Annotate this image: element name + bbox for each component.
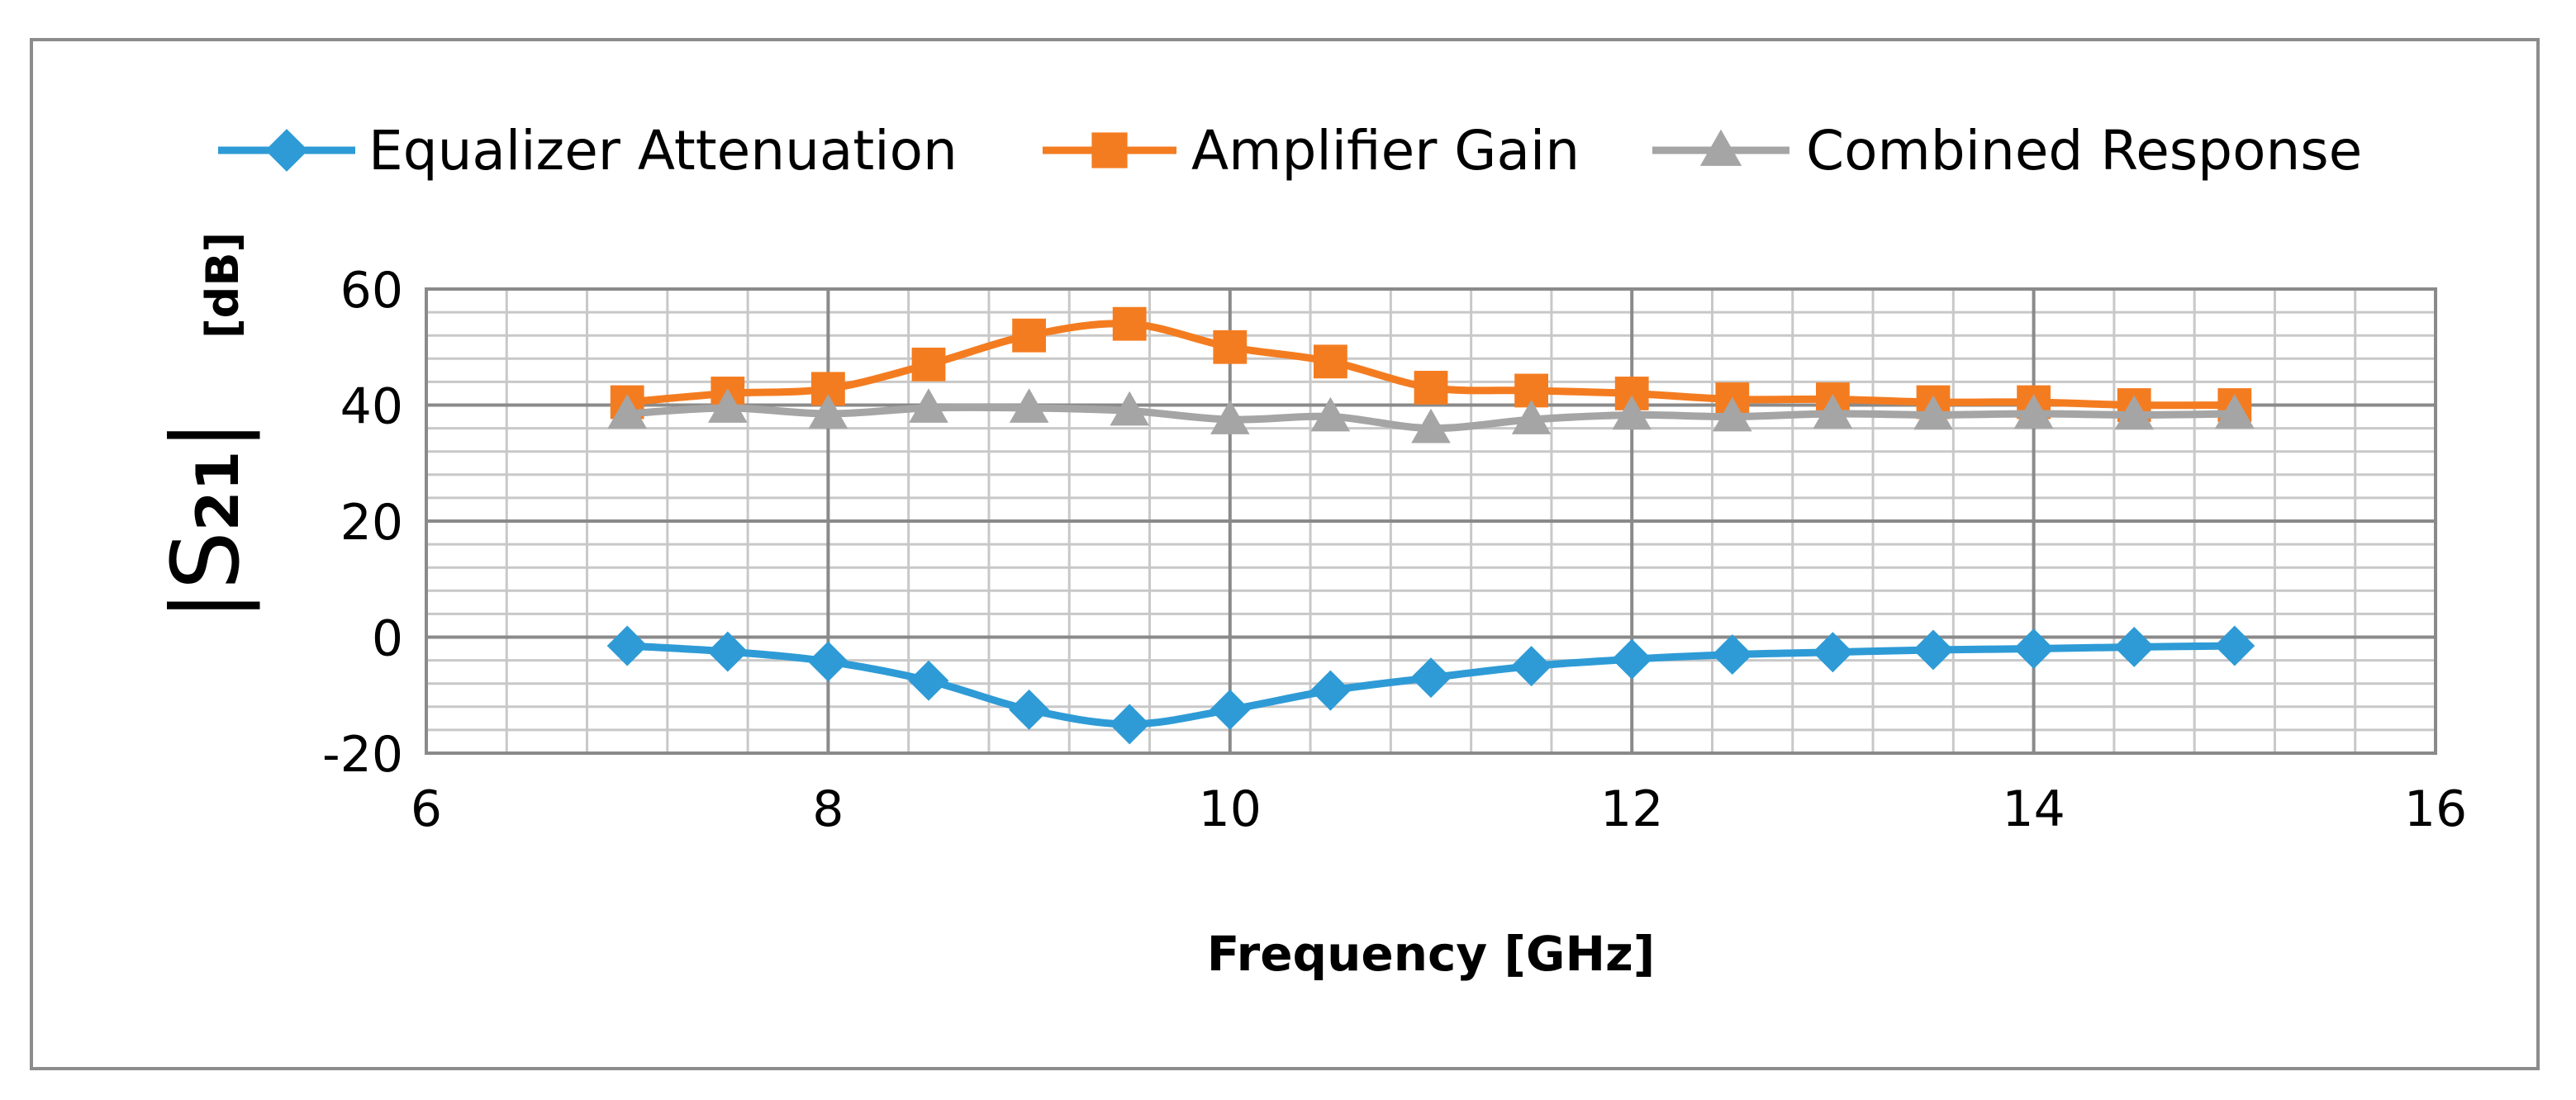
y-axis-label-bar-left: | (153, 590, 260, 621)
x-tick-label: 6 (411, 780, 442, 838)
combined-response-point (2114, 395, 2154, 430)
equalizer-attenuation-point (2113, 626, 2155, 667)
legend-marker-amplifier-gain (1091, 132, 1128, 168)
equalizer-attenuation-point (707, 631, 749, 672)
chart-frame (30, 38, 2540, 1070)
combined-response-point (1913, 395, 1953, 430)
y-axis-label-unit: [dB] (197, 232, 249, 339)
x-tick-label: 8 (812, 780, 844, 838)
y-axis-label-text: |S21| (153, 420, 260, 621)
combined-response-point (1713, 396, 1752, 432)
y-tick-label: 20 (340, 494, 403, 552)
equalizer-attenuation-point (1309, 670, 1351, 711)
combined-response-point (1813, 394, 1853, 429)
series-layer (606, 306, 2255, 745)
x-tick-label: 12 (1600, 780, 1663, 838)
equalizer-attenuation-point (1913, 629, 1954, 671)
amplifier-gain-point (911, 347, 946, 382)
legend-label-amplifier-gain: Amplifier Gain (1191, 119, 1580, 183)
combined-response-point (1110, 391, 1149, 426)
legend-item-combined-response: Combined Response (1652, 119, 2362, 183)
equalizer-attenuation-point (1009, 689, 1050, 730)
combined-response-point (2013, 394, 2054, 429)
equalizer-attenuation-point (1511, 646, 1552, 687)
equalizer-attenuation-point (1410, 657, 1452, 699)
y-axis-label: |S21| [dB] (153, 232, 260, 621)
combined-response-point (708, 388, 748, 423)
y-tick-label: 0 (372, 610, 403, 668)
equalizer-attenuation-point (2214, 625, 2255, 666)
combined-response-point (1411, 408, 1451, 443)
amplifier-gain-point (1112, 306, 1147, 341)
legend-item-equalizer-attenuation: Equalizer Attenuation (218, 119, 958, 183)
x-tick-label: 10 (1199, 780, 1262, 838)
x-tick-label: 14 (2002, 780, 2065, 838)
series-combined-response (607, 388, 2255, 443)
series-amplifier-gain (610, 306, 2252, 422)
equalizer-attenuation-point (1812, 632, 1853, 673)
amplifier-gain-point (1414, 371, 1448, 405)
legend-label-equalizer-attenuation: Equalizer Attenuation (368, 119, 958, 183)
equalizer-attenuation-point (2013, 628, 2055, 670)
combined-response-point (1009, 388, 1049, 423)
equalizer-attenuation-point (1712, 634, 1753, 676)
axis-layer: 6 8 10 12 14 16 -20 0 20 40 60 (322, 262, 2467, 838)
equalizer-attenuation-point (1611, 638, 1652, 680)
equalizer-attenuation-point (807, 641, 848, 682)
equalizer-attenuation-point (1210, 689, 1251, 730)
legend-item-amplifier-gain: Amplifier Gain (1043, 119, 1580, 183)
combined-response-point (2215, 394, 2255, 429)
combined-response-point (909, 388, 948, 423)
equalizer-attenuation-point (908, 660, 949, 701)
amplifier-gain-point (1314, 344, 1347, 379)
series-equalizer-attenuation (606, 625, 2255, 745)
y-axis-label-symbol: S (153, 531, 260, 590)
combined-response-point (808, 394, 848, 429)
legend-marker-equalizer-attenuation (265, 129, 308, 172)
y-axis-label-subscript: 21 (184, 451, 252, 531)
equalizer-attenuation-point (606, 625, 648, 666)
combined-response-point (1511, 400, 1552, 434)
combined-response-point (1310, 396, 1351, 432)
equalizer-attenuation-point (1109, 704, 1150, 745)
combined-response-point (1612, 395, 1652, 430)
amplifier-gain-point (1213, 330, 1248, 364)
y-tick-label: -20 (322, 726, 403, 784)
legend-label-combined-response: Combined Response (1806, 119, 2362, 183)
legend-layer: Equalizer Attenuation Amplifier Gain Combi… (218, 119, 2362, 183)
y-tick-label: 40 (340, 378, 403, 436)
combined-response-point (1210, 400, 1250, 434)
y-axis-label-bar-right: | (153, 420, 260, 451)
amplifier-gain-point (1012, 318, 1046, 353)
x-tick-label: 16 (2404, 780, 2467, 838)
y-tick-label: 60 (340, 262, 403, 320)
combined-response-point (607, 394, 647, 429)
legend-marker-combined-response (1699, 129, 1742, 166)
x-axis-label: Frequency [GHz] (1207, 926, 1656, 982)
plot-area-border (425, 287, 2437, 755)
